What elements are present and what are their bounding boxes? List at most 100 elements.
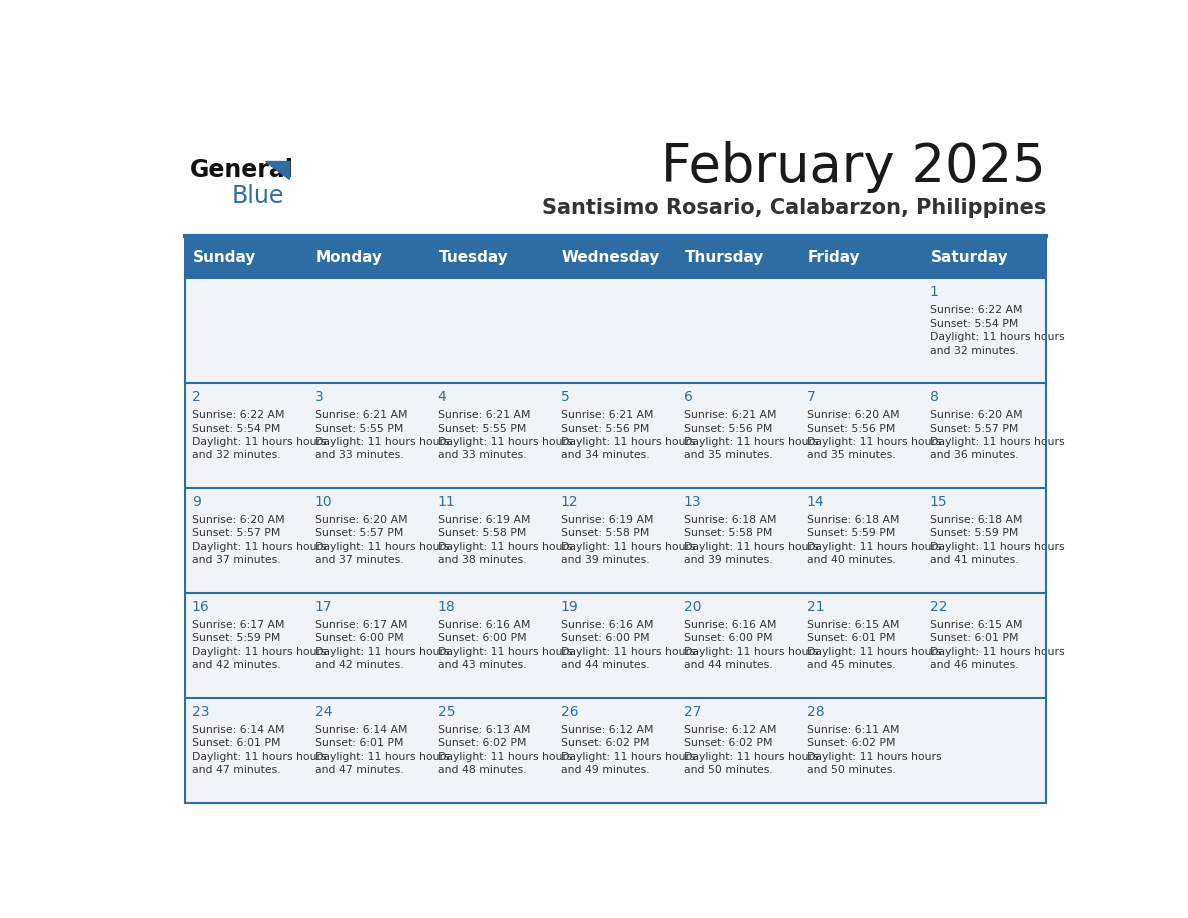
Text: 5: 5 bbox=[561, 390, 569, 404]
Text: Sunrise: 6:20 AM: Sunrise: 6:20 AM bbox=[930, 410, 1022, 420]
Text: Sunrise: 6:21 AM: Sunrise: 6:21 AM bbox=[315, 410, 407, 420]
Text: Daylight: 11 hours hours: Daylight: 11 hours hours bbox=[437, 437, 573, 447]
Text: Daylight: 11 hours hours: Daylight: 11 hours hours bbox=[807, 647, 941, 656]
Text: Sunrise: 6:16 AM: Sunrise: 6:16 AM bbox=[437, 620, 530, 630]
Text: Sunrise: 6:22 AM: Sunrise: 6:22 AM bbox=[930, 306, 1022, 315]
Text: Sunset: 6:02 PM: Sunset: 6:02 PM bbox=[807, 738, 896, 748]
Bar bbox=[185, 238, 309, 278]
Text: 19: 19 bbox=[561, 600, 579, 614]
Text: Sunset: 5:57 PM: Sunset: 5:57 PM bbox=[930, 423, 1018, 433]
Text: 10: 10 bbox=[315, 495, 333, 509]
Text: Sunrise: 6:13 AM: Sunrise: 6:13 AM bbox=[437, 725, 530, 734]
Text: and 32 minutes.: and 32 minutes. bbox=[930, 345, 1018, 355]
Text: and 33 minutes.: and 33 minutes. bbox=[437, 451, 526, 461]
Bar bbox=[309, 488, 431, 593]
Text: and 35 minutes.: and 35 minutes. bbox=[683, 451, 772, 461]
Text: Daylight: 11 hours hours: Daylight: 11 hours hours bbox=[315, 437, 449, 447]
Text: Sunday: Sunday bbox=[192, 251, 257, 265]
Text: Sunset: 5:57 PM: Sunset: 5:57 PM bbox=[191, 529, 280, 539]
Bar bbox=[677, 593, 801, 698]
Text: Sunrise: 6:20 AM: Sunrise: 6:20 AM bbox=[191, 515, 284, 525]
Text: and 34 minutes.: and 34 minutes. bbox=[561, 451, 650, 461]
Text: Monday: Monday bbox=[316, 251, 383, 265]
Bar bbox=[309, 593, 431, 698]
Text: Sunset: 5:54 PM: Sunset: 5:54 PM bbox=[930, 319, 1018, 329]
Text: Sunset: 5:56 PM: Sunset: 5:56 PM bbox=[683, 423, 772, 433]
Bar bbox=[923, 698, 1047, 803]
Text: 2: 2 bbox=[191, 390, 201, 404]
Text: and 43 minutes.: and 43 minutes. bbox=[437, 660, 526, 670]
Text: 21: 21 bbox=[807, 600, 824, 614]
Text: Sunset: 5:58 PM: Sunset: 5:58 PM bbox=[561, 529, 649, 539]
Text: and 42 minutes.: and 42 minutes. bbox=[315, 660, 404, 670]
Text: 20: 20 bbox=[683, 600, 701, 614]
Text: Daylight: 11 hours hours: Daylight: 11 hours hours bbox=[683, 752, 819, 762]
Text: and 46 minutes.: and 46 minutes. bbox=[930, 660, 1018, 670]
Text: Sunrise: 6:21 AM: Sunrise: 6:21 AM bbox=[683, 410, 776, 420]
Text: 26: 26 bbox=[561, 705, 579, 719]
Text: Sunrise: 6:11 AM: Sunrise: 6:11 AM bbox=[807, 725, 899, 734]
Text: Sunset: 6:02 PM: Sunset: 6:02 PM bbox=[683, 738, 772, 748]
Bar bbox=[185, 698, 309, 803]
Text: and 44 minutes.: and 44 minutes. bbox=[561, 660, 650, 670]
Text: 4: 4 bbox=[437, 390, 447, 404]
Text: Sunrise: 6:17 AM: Sunrise: 6:17 AM bbox=[315, 620, 407, 630]
Text: Daylight: 11 hours hours: Daylight: 11 hours hours bbox=[191, 752, 327, 762]
Text: 7: 7 bbox=[807, 390, 815, 404]
Text: Daylight: 11 hours hours: Daylight: 11 hours hours bbox=[807, 437, 941, 447]
Text: Sunset: 6:00 PM: Sunset: 6:00 PM bbox=[683, 633, 772, 644]
Text: Daylight: 11 hours hours: Daylight: 11 hours hours bbox=[437, 542, 573, 552]
Text: and 42 minutes.: and 42 minutes. bbox=[191, 660, 280, 670]
Text: 9: 9 bbox=[191, 495, 201, 509]
Bar bbox=[801, 238, 923, 278]
Bar bbox=[555, 488, 677, 593]
Bar bbox=[555, 593, 677, 698]
Bar bbox=[923, 488, 1047, 593]
Text: Sunrise: 6:12 AM: Sunrise: 6:12 AM bbox=[561, 725, 653, 734]
Bar bbox=[677, 698, 801, 803]
Bar bbox=[677, 278, 801, 384]
Text: Friday: Friday bbox=[808, 251, 860, 265]
Text: Sunrise: 6:19 AM: Sunrise: 6:19 AM bbox=[437, 515, 530, 525]
Text: 11: 11 bbox=[437, 495, 455, 509]
Text: Sunset: 6:01 PM: Sunset: 6:01 PM bbox=[930, 633, 1018, 644]
Text: and 32 minutes.: and 32 minutes. bbox=[191, 451, 280, 461]
Text: 18: 18 bbox=[437, 600, 455, 614]
Bar bbox=[923, 384, 1047, 488]
Bar bbox=[555, 698, 677, 803]
Text: 14: 14 bbox=[807, 495, 824, 509]
Text: Daylight: 11 hours hours: Daylight: 11 hours hours bbox=[437, 647, 573, 656]
Text: 15: 15 bbox=[930, 495, 947, 509]
Bar bbox=[309, 278, 431, 384]
Text: Sunset: 5:56 PM: Sunset: 5:56 PM bbox=[561, 423, 649, 433]
Text: Daylight: 11 hours hours: Daylight: 11 hours hours bbox=[561, 437, 695, 447]
Bar bbox=[309, 384, 431, 488]
Text: Daylight: 11 hours hours: Daylight: 11 hours hours bbox=[191, 542, 327, 552]
Bar bbox=[431, 278, 555, 384]
Text: Sunrise: 6:15 AM: Sunrise: 6:15 AM bbox=[930, 620, 1022, 630]
Bar bbox=[185, 488, 309, 593]
Text: Thursday: Thursday bbox=[684, 251, 764, 265]
Text: Daylight: 11 hours hours: Daylight: 11 hours hours bbox=[807, 752, 941, 762]
Text: 27: 27 bbox=[683, 705, 701, 719]
Text: Sunset: 5:59 PM: Sunset: 5:59 PM bbox=[807, 529, 895, 539]
Text: Sunset: 5:55 PM: Sunset: 5:55 PM bbox=[315, 423, 403, 433]
Text: Daylight: 11 hours hours: Daylight: 11 hours hours bbox=[437, 752, 573, 762]
Text: Sunrise: 6:16 AM: Sunrise: 6:16 AM bbox=[683, 620, 776, 630]
Text: Sunrise: 6:21 AM: Sunrise: 6:21 AM bbox=[437, 410, 530, 420]
Text: Sunset: 5:58 PM: Sunset: 5:58 PM bbox=[437, 529, 526, 539]
Text: Daylight: 11 hours hours: Daylight: 11 hours hours bbox=[561, 647, 695, 656]
Text: and 39 minutes.: and 39 minutes. bbox=[561, 555, 650, 565]
Text: and 45 minutes.: and 45 minutes. bbox=[807, 660, 896, 670]
Text: Daylight: 11 hours hours: Daylight: 11 hours hours bbox=[315, 752, 449, 762]
Text: and 38 minutes.: and 38 minutes. bbox=[437, 555, 526, 565]
Bar bbox=[185, 278, 309, 384]
Text: Sunrise: 6:18 AM: Sunrise: 6:18 AM bbox=[807, 515, 899, 525]
Text: Sunset: 6:01 PM: Sunset: 6:01 PM bbox=[315, 738, 403, 748]
Bar bbox=[801, 698, 923, 803]
Text: Sunset: 5:54 PM: Sunset: 5:54 PM bbox=[191, 423, 280, 433]
Text: and 50 minutes.: and 50 minutes. bbox=[683, 765, 772, 775]
Text: Sunrise: 6:15 AM: Sunrise: 6:15 AM bbox=[807, 620, 899, 630]
Text: Daylight: 11 hours hours: Daylight: 11 hours hours bbox=[561, 752, 695, 762]
Bar bbox=[185, 593, 309, 698]
